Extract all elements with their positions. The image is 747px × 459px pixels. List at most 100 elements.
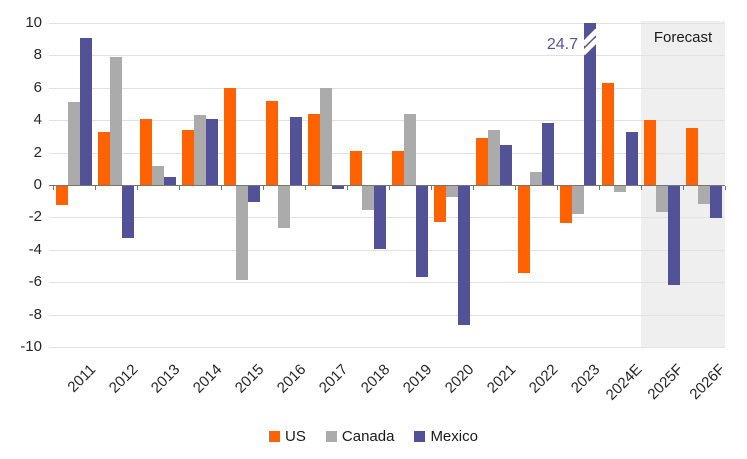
x-tick-label-2023: 2023 (567, 361, 604, 397)
x-tick-label-2013: 2013 (147, 361, 184, 397)
x-tick-label-2017: 2017 (315, 361, 352, 397)
gridline-y-2 (49, 152, 725, 154)
axis-tick (641, 186, 642, 190)
axis-tick (473, 186, 474, 190)
x-tick-label-2019: 2019 (399, 361, 436, 397)
gridline-y-8 (49, 55, 725, 57)
axis-tick (221, 186, 222, 190)
bar-us-2018 (350, 150, 362, 185)
axis-tick (389, 186, 390, 190)
y-tick-label: -6 (28, 273, 42, 291)
y-tick-label: 2 (33, 143, 42, 161)
bar-canada-2014 (194, 115, 206, 185)
gridline-y-10 (49, 23, 725, 24)
bar-canada-2026F (698, 186, 710, 204)
bar-us-2026F (686, 128, 698, 185)
bar-canada-2011 (68, 102, 80, 185)
bar-canada-2021 (488, 129, 500, 185)
bar-value-annotation: 24.7 (546, 36, 578, 53)
legend-label: Mexico (430, 428, 478, 445)
x-tick-label-2024E: 2024E (602, 361, 646, 404)
axis-tick (305, 186, 306, 190)
bar-us-2019 (392, 150, 404, 185)
bar-canada-2018 (362, 186, 374, 211)
zero-axis-line (49, 185, 725, 186)
axis-tick (263, 186, 264, 190)
bar-us-2024E (602, 82, 614, 185)
bar-mexico-2019 (416, 186, 428, 277)
legend-item-us: US (269, 428, 306, 445)
x-tick-label-2012: 2012 (105, 361, 142, 397)
y-tick-label: 8 (33, 46, 42, 64)
y-tick-label: 10 (25, 14, 42, 31)
bar-mexico-2021 (500, 144, 512, 185)
bar-mexico-2018 (374, 186, 386, 250)
axis-tick (53, 186, 54, 190)
bar-us-2015 (224, 87, 236, 185)
bar-us-2023 (560, 186, 572, 224)
y-tick-label: -2 (28, 208, 42, 226)
bar-canada-2025F (656, 186, 668, 212)
bar-us-2016 (266, 100, 278, 185)
x-tick-label-2011: 2011 (64, 361, 100, 396)
bar-us-2014 (182, 129, 194, 185)
gridline-y-6 (49, 87, 725, 89)
axis-tick (557, 186, 558, 190)
bar-canada-2019 (404, 113, 416, 185)
axis-tick (683, 186, 684, 190)
bar-mexico-2015 (248, 186, 260, 203)
x-tick-label-2014: 2014 (189, 361, 226, 397)
axis-tick (179, 186, 180, 190)
bar-canada-2015 (236, 186, 248, 280)
bar-mexico-2020 (458, 186, 470, 326)
bar-mexico-2011 (80, 37, 92, 185)
legend-swatch-canada (325, 431, 337, 442)
legend-swatch-mexico (414, 431, 426, 442)
axis-tick (95, 186, 96, 190)
legend-label: US (285, 428, 306, 445)
bar-canada-2012 (110, 57, 122, 185)
bar-us-2011 (56, 186, 68, 206)
bar-canada-2024E (614, 186, 626, 193)
legend-swatch-us (269, 431, 281, 442)
bar-us-2012 (98, 131, 110, 185)
bar-canada-2016 (278, 186, 290, 229)
axis-tick (515, 186, 516, 190)
x-tick-label-2025F: 2025F (644, 361, 688, 404)
bar-mexico-2025F (668, 186, 680, 285)
bar-canada-2020 (446, 186, 458, 198)
x-tick-label-2020: 2020 (441, 361, 478, 397)
x-tick-label-2022: 2022 (525, 361, 562, 397)
bar-mexico-2016 (290, 116, 302, 185)
legend-item-mexico: Mexico (414, 428, 478, 445)
bar-mexico-2012 (122, 186, 134, 238)
bar-mexico-2024E (626, 131, 638, 185)
x-tick-label-2018: 2018 (357, 361, 394, 397)
legend: US Canada Mexico (0, 428, 747, 445)
legend-item-canada: Canada (325, 428, 394, 445)
forecast-label: Forecast (653, 29, 713, 46)
bar-us-2013 (140, 118, 152, 185)
gridline-y-4 (49, 120, 725, 122)
axis-tick (347, 186, 348, 190)
gridline-y--8 (49, 314, 725, 316)
axis-tick (599, 186, 600, 190)
bar-mexico-2014 (206, 118, 218, 185)
bar-us-2025F (644, 120, 656, 185)
y-tick-label: 4 (33, 111, 42, 129)
bar-mexico-2022 (542, 123, 554, 185)
bar-us-2021 (476, 138, 488, 185)
y-tick-label: 0 (33, 176, 42, 193)
gridline-y--6 (49, 282, 725, 284)
axis-tick (431, 186, 432, 190)
bar-mexico-2023 (581, 23, 599, 185)
bar-canada-2013 (152, 165, 164, 185)
x-tick-label-2026F: 2026F (686, 361, 730, 404)
x-tick-label-2016: 2016 (273, 361, 310, 397)
y-tick-label: -8 (28, 305, 42, 323)
x-tick-label-2015: 2015 (231, 361, 268, 397)
bar-canada-2022 (530, 172, 542, 185)
y-tick-label: -4 (28, 240, 42, 258)
y-tick-label: -10 (20, 338, 42, 355)
